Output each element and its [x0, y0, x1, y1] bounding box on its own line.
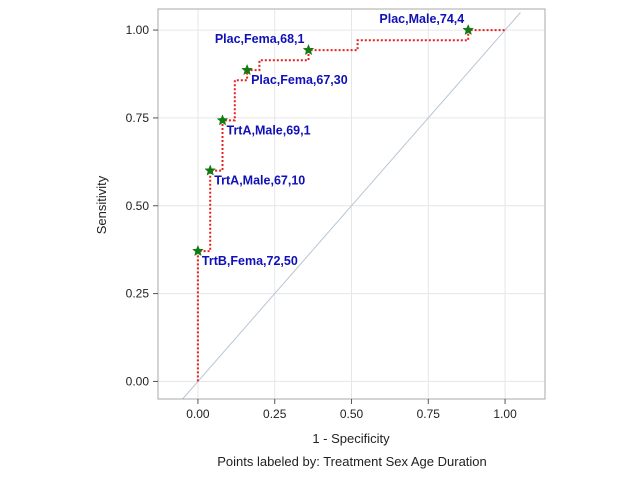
footnote: Points labeled by: Treatment Sex Age Dur… — [217, 454, 487, 469]
point-label: TrtA,Male,67,10 — [214, 174, 305, 188]
point-label: Plac,Male,74,4 — [379, 12, 464, 26]
x-tick-label: 0.00 — [186, 407, 210, 421]
point-label: Plac,Fema,67,30 — [251, 73, 348, 87]
x-tick-label: 1.00 — [493, 407, 517, 421]
x-axis-ticks: 0.00 0.25 0.50 0.75 1.00 — [186, 399, 517, 421]
y-tick-label: 1.00 — [126, 23, 150, 37]
x-tick-label: 0.25 — [263, 407, 287, 421]
point-label: TrtB,Fema,72,50 — [202, 254, 298, 268]
x-tick-label: 0.50 — [340, 407, 364, 421]
point-label: Plac,Fema,68,1 — [215, 32, 305, 46]
y-tick-label: 0.75 — [126, 111, 150, 125]
x-tick-label: 0.75 — [417, 407, 441, 421]
y-tick-label: 0.25 — [126, 287, 150, 301]
x-axis-title: 1 - Specificity — [312, 431, 390, 446]
point-label: TrtA,Male,69,1 — [227, 123, 311, 137]
y-tick-label: 0.00 — [126, 374, 150, 388]
y-axis-title: Sensitivity — [94, 175, 109, 234]
y-axis-ticks: 0.00 0.25 0.50 0.75 1.00 — [126, 23, 158, 388]
y-tick-label: 0.50 — [126, 199, 150, 213]
